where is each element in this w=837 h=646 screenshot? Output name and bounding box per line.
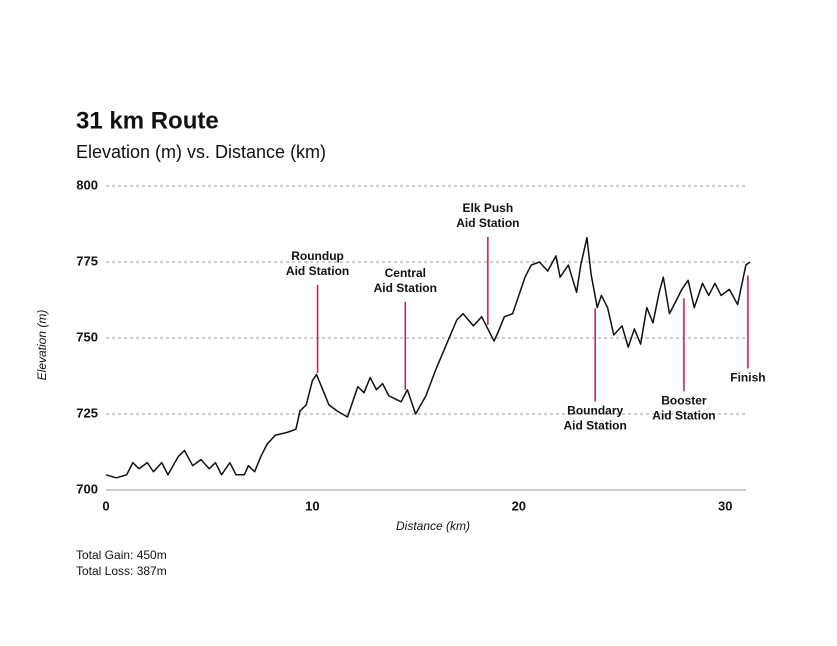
y-tick-label: 775 xyxy=(76,253,98,268)
chart-title: 31 km Route xyxy=(76,107,219,134)
annotation-label: Booster xyxy=(661,393,707,407)
x-tick-label: 0 xyxy=(102,498,109,513)
annotation-label: Aid Station xyxy=(652,408,715,422)
x-axis-label: Distance (km) xyxy=(396,519,470,533)
total-gain: Total Gain: 450m xyxy=(76,548,167,562)
y-tick-label: 800 xyxy=(76,177,98,192)
y-tick-label: 725 xyxy=(76,405,98,420)
x-tick-label: 20 xyxy=(512,498,526,513)
annotation-label: Aid Station xyxy=(286,264,349,278)
annotation-label: Roundup xyxy=(291,249,344,263)
elevation-line xyxy=(105,236,751,479)
annotation-label: Aid Station xyxy=(374,281,437,295)
chart-subtitle: Elevation (m) vs. Distance (km) xyxy=(76,142,326,162)
annotation-label: Boundary xyxy=(567,404,623,418)
x-tick-label: 10 xyxy=(305,498,319,513)
annotation-label: Aid Station xyxy=(564,419,627,433)
y-axis-label: Elevation (m) xyxy=(35,310,49,381)
y-tick-label: 750 xyxy=(76,329,98,344)
annotation-label: Aid Station xyxy=(456,216,519,230)
y-tick-label: 700 xyxy=(76,481,98,496)
annotation-label: Central xyxy=(385,266,426,280)
annotation-label: Finish xyxy=(730,371,765,385)
annotation-label: Elk Push xyxy=(463,201,514,215)
total-loss: Total Loss: 387m xyxy=(76,564,167,578)
x-tick-label: 30 xyxy=(718,498,732,513)
